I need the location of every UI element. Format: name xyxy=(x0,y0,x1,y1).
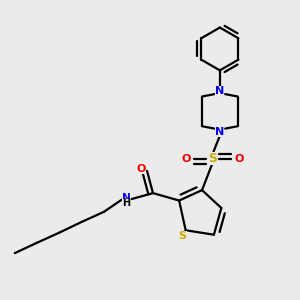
Text: H: H xyxy=(122,199,130,208)
Text: O: O xyxy=(234,154,244,164)
Text: O: O xyxy=(136,164,146,174)
Text: S: S xyxy=(179,231,187,241)
Text: N: N xyxy=(215,127,224,137)
Text: S: S xyxy=(208,152,217,165)
Text: N: N xyxy=(215,85,224,96)
Text: N: N xyxy=(122,193,130,202)
Text: O: O xyxy=(181,154,191,164)
